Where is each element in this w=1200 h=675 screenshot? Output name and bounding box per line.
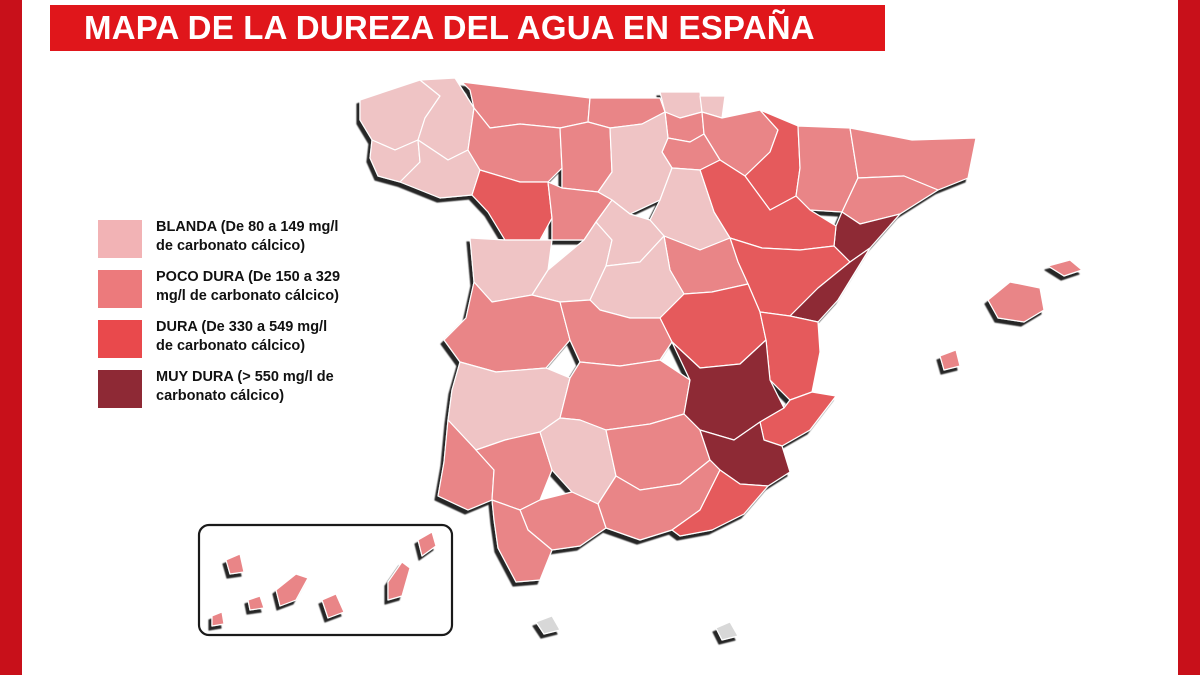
- legend-swatch-blanda: [98, 220, 142, 258]
- province-cordoba: [539, 417, 617, 505]
- province-cadiz: [491, 499, 553, 583]
- province-canarias: [211, 531, 437, 627]
- legend-swatch-dura: [98, 320, 142, 358]
- canary-islands-inset-box: [197, 523, 454, 637]
- province-menorca: [1047, 259, 1083, 277]
- province-mallorca: [987, 281, 1045, 323]
- legend: BLANDA (De 80 a 149 mg/l de carbonato cá…: [98, 218, 398, 418]
- province-ceuta: [535, 615, 561, 635]
- legend-item-poco-dura: POCO DURA (De 150 a 329 mg/l de carbonat…: [98, 268, 398, 318]
- legend-swatch-muy-dura: [98, 370, 142, 408]
- legend-item-muy-dura: MUY DURA (> 550 mg/l de carbonato cálcic…: [98, 368, 398, 418]
- right-frame-border: [1178, 0, 1200, 675]
- legend-label-muy-dura: MUY DURA (> 550 mg/l de carbonato cálcic…: [156, 369, 334, 404]
- province-almeria: [671, 469, 769, 537]
- province-palencia: [559, 121, 613, 193]
- left-frame-border: [0, 0, 22, 675]
- province-melilla: [715, 621, 739, 641]
- title-bar: [50, 5, 885, 51]
- legend-label-blanda: BLANDA (De 80 a 149 mg/l de carbonato cá…: [156, 219, 339, 254]
- province-ibiza-y-formentera: [939, 349, 961, 371]
- map-title: MAPA DE LA DUREZA DEL AGUA EN ESPAÑA: [84, 9, 815, 46]
- legend-swatch-poco-dura: [98, 270, 142, 308]
- legend-label-poco-dura: POCO DURA (De 150 a 329 mg/l de carbonat…: [156, 269, 341, 304]
- legend-item-dura: DURA (De 330 a 549 mg/l de carbonato cál…: [98, 318, 398, 368]
- province-leon: [467, 107, 563, 183]
- legend-item-blanda: BLANDA (De 80 a 149 mg/l de carbonato cá…: [98, 218, 398, 268]
- legend-label-dura: DURA (De 330 a 549 mg/l de carbonato cál…: [156, 319, 328, 354]
